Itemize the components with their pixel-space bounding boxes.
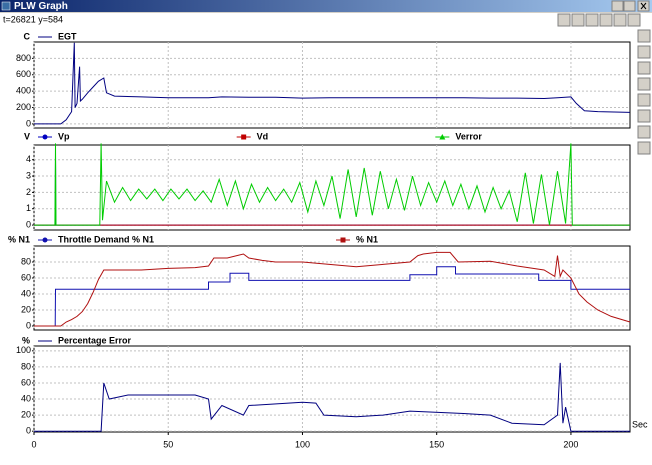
- y-tick-label: 20: [21, 409, 31, 419]
- series-line: [34, 143, 630, 226]
- y-tick-label: 0: [26, 118, 31, 128]
- legend-label: Vd: [257, 131, 269, 141]
- title-bar: [0, 0, 652, 12]
- app-icon: [1, 1, 11, 11]
- legend-label: EGT: [58, 31, 77, 41]
- toolbar-button[interactable]: [585, 13, 599, 27]
- x-tick-label: 100: [295, 439, 310, 449]
- y-tick-label: 2: [26, 187, 31, 197]
- toolbar-button[interactable]: [557, 13, 571, 27]
- top-toolbar[interactable]: [557, 13, 641, 27]
- window-title: PLW Graph: [14, 1, 68, 12]
- y-tick-label: 200: [16, 102, 31, 112]
- y-tick-label: 20: [21, 304, 31, 314]
- close-glyph: [640, 2, 647, 10]
- legend-marker: [42, 237, 48, 243]
- y-tick-label: 40: [21, 393, 31, 403]
- y-tick-label: 80: [21, 256, 31, 266]
- legend-marker: [340, 237, 346, 243]
- y-axis-label: % N1: [8, 234, 30, 244]
- y-tick-label: 0: [26, 320, 31, 330]
- y-tick-label: 1: [26, 203, 31, 213]
- y-tick-label: 80: [21, 361, 31, 371]
- x-tick-label: 150: [429, 439, 444, 449]
- minimize-button[interactable]: [611, 0, 624, 12]
- series-line: [34, 362, 630, 432]
- y-tick-label: 60: [21, 377, 31, 387]
- toolbar-button[interactable]: [571, 13, 585, 27]
- legend-label: % N1: [356, 234, 378, 244]
- legend-label: Percentage Error: [58, 335, 132, 345]
- plot-frame: [33, 144, 631, 231]
- legend-label: Vp: [58, 131, 70, 141]
- y-tick-label: 4: [26, 154, 31, 164]
- x-axis-label: Sec: [632, 419, 648, 429]
- x-tick-label: 0: [31, 439, 36, 449]
- y-tick-label: 800: [16, 53, 31, 63]
- legend-marker: [439, 134, 446, 140]
- y-axis-label: V: [24, 131, 30, 141]
- cursor-status: t=26821 y=584: [3, 14, 63, 24]
- plot-frame: [33, 41, 631, 129]
- x-tick-label: 200: [563, 439, 578, 449]
- y-tick-label: 400: [16, 86, 31, 96]
- y-tick-label: 40: [21, 288, 31, 298]
- y-tick-label: 3: [26, 170, 31, 180]
- y-tick-label: 0: [26, 426, 31, 436]
- window-controls[interactable]: [611, 0, 650, 12]
- y-tick-label: 100: [16, 345, 31, 355]
- toolbar-button[interactable]: [637, 141, 651, 155]
- legend-label: Throttle Demand % N1: [58, 234, 154, 244]
- toolbar-button[interactable]: [637, 125, 651, 139]
- legend-marker: [42, 134, 48, 140]
- plot-frame: [33, 245, 631, 331]
- y-tick-label: 600: [16, 69, 31, 79]
- toolbar-button[interactable]: [637, 77, 651, 91]
- plot-frame: [33, 345, 631, 433]
- side-toolbar[interactable]: [637, 29, 651, 155]
- toolbar-button[interactable]: [637, 93, 651, 107]
- series-line: [34, 42, 631, 125]
- series-line: [34, 266, 630, 327]
- legend-label: Verror: [455, 131, 482, 141]
- y-axis-label: C: [24, 31, 31, 41]
- y-axis-label: %: [22, 335, 30, 345]
- y-tick-label: 60: [21, 272, 31, 282]
- toolbar-button[interactable]: [613, 13, 627, 27]
- toolbar-button[interactable]: [627, 13, 641, 27]
- restore-button[interactable]: [623, 0, 636, 12]
- toolbar-button[interactable]: [599, 13, 613, 27]
- legend-marker: [241, 134, 247, 140]
- y-tick-label: 0: [26, 219, 31, 229]
- toolbar-button[interactable]: [637, 109, 651, 123]
- toolbar-button[interactable]: [637, 45, 651, 59]
- series-line: [34, 251, 631, 327]
- x-tick-label: 50: [163, 439, 173, 449]
- toolbar-button[interactable]: [637, 61, 651, 75]
- toolbar-button[interactable]: [637, 29, 651, 43]
